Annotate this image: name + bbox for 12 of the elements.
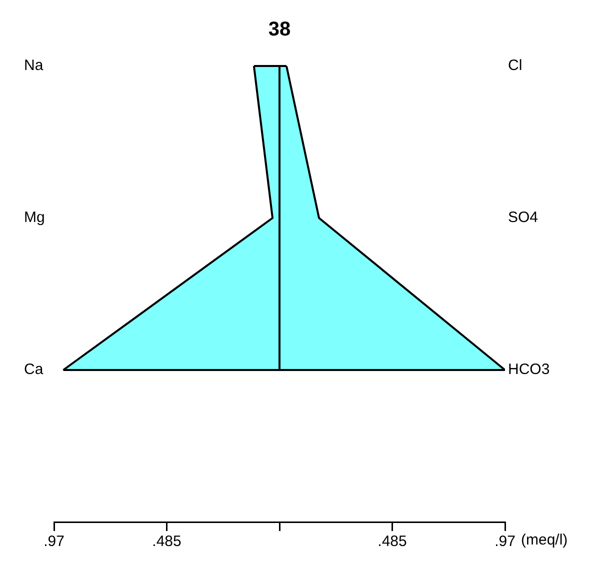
y-tick-label: Ca [24, 361, 44, 378]
y2-tick-label: Cl [508, 57, 522, 74]
y-tick-label: Na [24, 57, 44, 74]
x-axis-title: (meq/l) [521, 532, 568, 549]
y2-tick-label: HCO3 [508, 361, 550, 378]
x-tick-label: .97 [44, 533, 64, 550]
y-tick-label: Mg [24, 209, 45, 226]
x-tick-label: .97 [494, 533, 516, 550]
chart-title: 38 [268, 18, 291, 41]
x-tick-label: .485 [378, 533, 407, 550]
x-tick-label: .485 [152, 533, 182, 550]
y2-tick-label: SO4 [508, 209, 538, 226]
